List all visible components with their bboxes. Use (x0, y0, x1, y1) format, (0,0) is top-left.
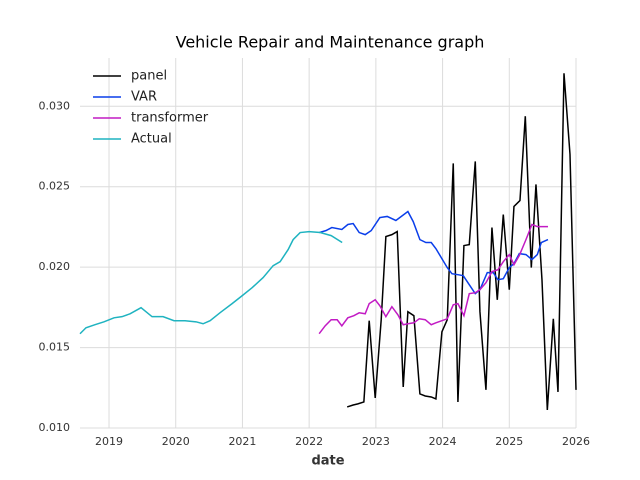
plot-lines (79, 73, 577, 411)
chart-title: Vehicle Repair and Maintenance graph (176, 33, 485, 52)
y-tick-label: 0.020 (39, 260, 71, 273)
legend-label: transformer (131, 111, 209, 126)
legend-label: panel (131, 69, 167, 84)
y-tick-label: 0.025 (39, 180, 71, 193)
series-line (318, 223, 548, 335)
series-line (79, 230, 343, 335)
x-tick-label: 2025 (495, 435, 523, 448)
legend: panel VAR transformer Actual (93, 69, 209, 147)
x-tick-label: 2020 (162, 435, 190, 448)
x-tick-label: 2026 (562, 435, 590, 448)
y-tick-label: 0.010 (39, 421, 71, 434)
x-tick-label: 2019 (95, 435, 123, 448)
x-tick-label: 2021 (228, 435, 256, 448)
y-tick-label: 0.030 (39, 99, 71, 112)
x-tick-label: 2024 (429, 435, 457, 448)
legend-label: VAR (131, 90, 157, 105)
y-tick-label: 0.015 (39, 341, 71, 354)
legend-label: Actual (131, 132, 172, 147)
x-axis-label: date (311, 454, 344, 469)
x-tick-label: 2023 (362, 435, 390, 448)
grid (80, 58, 577, 429)
series-line (346, 73, 577, 411)
x-tick-label: 2022 (295, 435, 323, 448)
